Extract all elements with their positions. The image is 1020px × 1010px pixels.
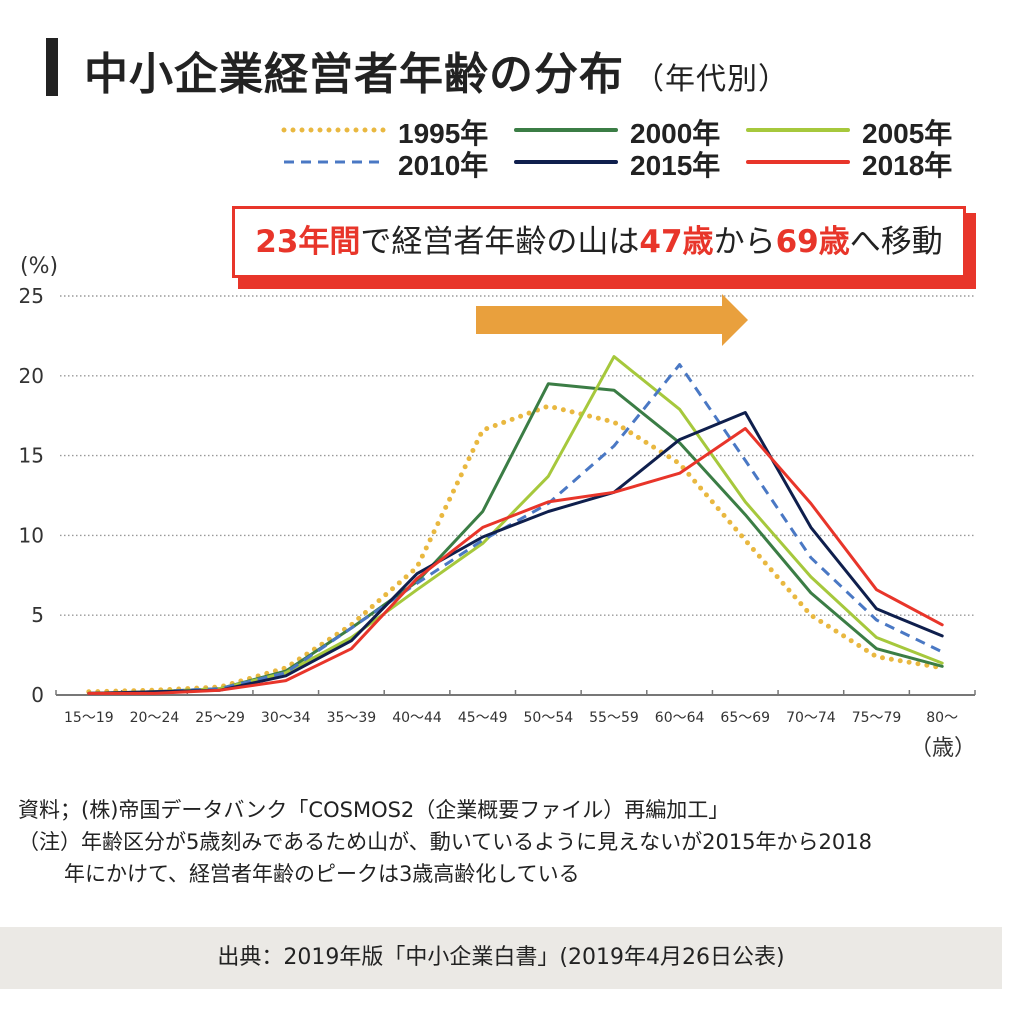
- legend-label: 2005年: [862, 118, 953, 149]
- legend-label: 2000年: [630, 118, 721, 149]
- y-axis-unit: (%): [20, 254, 59, 279]
- x-tick-label: 30～34: [261, 710, 311, 726]
- callout-part: 47歳: [639, 224, 714, 260]
- x-tick-label: 45～49: [458, 710, 508, 726]
- legend-swatch: [514, 128, 618, 132]
- callout-part: 69歳: [775, 224, 850, 260]
- x-tick-label: 20～24: [130, 710, 180, 726]
- series-line-2015: [87, 411, 944, 695]
- legend-label: 2010年: [398, 150, 489, 181]
- right-arrow-icon: [476, 294, 748, 346]
- footnote-line-1: （注）年齢区分が5歳刻みであるため山が、動いているように見えないが2015年から…: [18, 830, 872, 854]
- x-tick-label: 25～29: [195, 710, 245, 726]
- footnote-line-2: 年にかけて、経営者年齢のピークは3歳高齢化している: [64, 862, 580, 886]
- x-tick-label: 50～54: [524, 710, 574, 726]
- series-line-2018: [87, 427, 944, 695]
- series-line-2010: [88, 363, 943, 695]
- notes: 資料；(株)帝国データバンク「COSMOS2（企業概要ファイル）再編加工」 （注…: [18, 794, 872, 890]
- y-tick-label: 0: [31, 683, 44, 707]
- x-tick-label: 55～59: [589, 710, 639, 726]
- citation-footer: 出典：2019年版「中小企業白書」(2019年4月26日公表): [0, 927, 1002, 989]
- y-tick-label: 5: [31, 603, 44, 627]
- legend-swatch: [746, 128, 850, 132]
- x-tick-label: 35～39: [327, 710, 377, 726]
- y-tick-label: 10: [19, 523, 44, 547]
- x-tick-label: 80～: [926, 710, 958, 726]
- series-line-1995: [86, 403, 945, 695]
- legend-label: 2015年: [630, 150, 721, 181]
- data-source-note: 資料；(株)帝国データバンク「COSMOS2（企業概要ファイル）再編加工」: [18, 798, 730, 822]
- x-tick-label: 75～79: [852, 710, 902, 726]
- legend-label: 1995年: [398, 118, 489, 149]
- legend: 1995年 2000年 2005年 2010年 2015年 2018年: [280, 114, 980, 184]
- legend-swatch: [746, 160, 850, 164]
- callout-part: へ移動: [849, 224, 943, 260]
- legend-swatch: [281, 127, 387, 133]
- x-tick-label: 60～64: [655, 710, 705, 726]
- chart-title: 中小企業経営者年齢の分布: [84, 49, 624, 100]
- callout-box: 23年間で経営者年齢の山は47歳から69歳へ移動: [232, 206, 966, 278]
- x-tick-label: 40～44: [392, 710, 442, 726]
- y-tick-label: 25: [19, 284, 44, 308]
- page-title: 中小企業経営者年齢の分布 （年代別）: [84, 38, 789, 102]
- x-tick-label: 15～19: [64, 710, 114, 726]
- y-tick-label: 20: [19, 364, 44, 388]
- x-axis-unit: （歳）: [910, 736, 977, 761]
- series-line-2000: [87, 382, 944, 695]
- callout-part: から: [713, 224, 776, 260]
- x-tick-label: 65～69: [720, 710, 770, 726]
- x-tick-label: 70～74: [786, 710, 836, 726]
- callout-part: 23年間: [255, 224, 361, 260]
- title-accent-bar: [46, 38, 58, 96]
- legend-label: 2018年: [862, 150, 953, 181]
- legend-swatch: [514, 160, 618, 164]
- y-tick-label: 15: [19, 444, 44, 468]
- callout-part: で経営者年齢の山は: [360, 224, 640, 260]
- chart-subtitle: （年代別）: [634, 62, 789, 97]
